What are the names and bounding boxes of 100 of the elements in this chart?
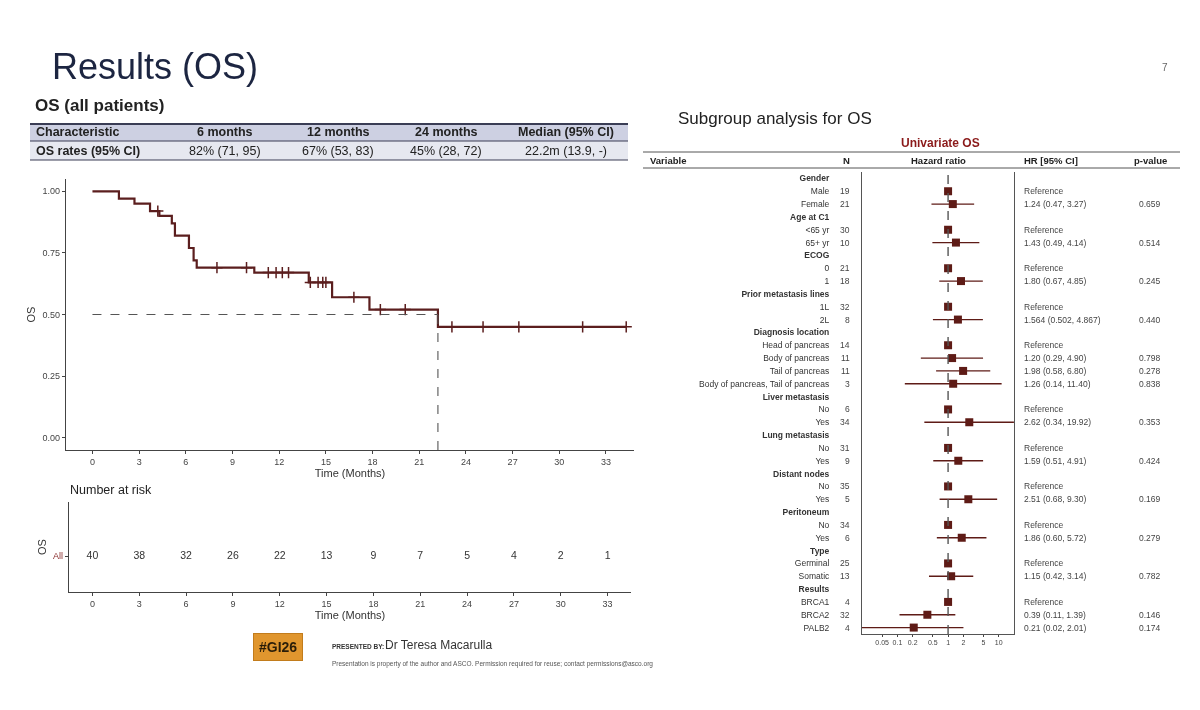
- x-tick-label: 0: [89, 598, 95, 609]
- data-label: 1.43 (0.49, 4.14): [1024, 238, 1087, 248]
- y-tick-label: Age at C1: [790, 211, 830, 222]
- x-tick-label: 6: [183, 598, 189, 609]
- x-tick-label: 9: [230, 598, 236, 609]
- data-label: 25: [840, 558, 850, 568]
- data-label: Reference: [1024, 520, 1064, 530]
- y-tick-label: ECOG: [804, 250, 830, 261]
- y-tick-label: No: [818, 404, 830, 415]
- data-label: 0.782: [1139, 571, 1161, 581]
- x-tick-label: 33: [602, 598, 613, 609]
- y-tick-label: 65+ yr: [805, 237, 830, 248]
- text: 7: [1162, 62, 1168, 73]
- data-label: Reference: [1024, 225, 1064, 235]
- data-label: 0.279: [1139, 533, 1161, 543]
- data-label: 13: [840, 571, 850, 581]
- y-tick-label: Prior metastasis lines: [741, 288, 830, 299]
- x-tick-label: 30: [554, 456, 565, 467]
- data-label: 35: [840, 481, 850, 491]
- y-tick-label: PALB2: [803, 622, 830, 633]
- data-label: 8: [845, 315, 850, 325]
- x-tick-label: 6: [183, 456, 189, 467]
- data-label: 1.86 (0.60, 5.72): [1024, 533, 1087, 543]
- y-tick-label: Liver metastasis: [762, 391, 830, 402]
- data-label: 0.440: [1139, 315, 1161, 325]
- data-label: 5: [464, 548, 471, 561]
- data-label: 1.59 (0.51, 4.91): [1024, 456, 1087, 466]
- y-tick-label: Germinal: [794, 558, 830, 569]
- data-label: 1: [604, 548, 611, 561]
- data-label: Reference: [1024, 404, 1064, 414]
- data-label: Reference: [1024, 186, 1064, 196]
- text: 24 months: [415, 125, 478, 139]
- data-label: Reference: [1024, 302, 1064, 312]
- x-tick-label: 12: [274, 456, 285, 467]
- data-label: Reference: [1024, 340, 1064, 350]
- data-label: 0.424: [1139, 456, 1161, 466]
- y-tick-label: Diagnosis location: [753, 327, 830, 338]
- y-tick-label: 1.00: [42, 186, 61, 197]
- data-label: 0.798: [1139, 353, 1161, 363]
- text: p-value: [1134, 155, 1168, 166]
- y-tick-label: Distant nodes: [773, 468, 830, 479]
- data-label: 32: [180, 548, 193, 561]
- data-label: 2.51 (0.68, 9.30): [1024, 494, 1087, 504]
- data-label: 31: [840, 443, 850, 453]
- data-label: 0.659: [1139, 199, 1161, 209]
- data-label: 4: [845, 597, 850, 607]
- y-tick-label: 1L: [819, 301, 830, 312]
- y-tick-label: 1: [824, 276, 830, 287]
- chart-subtitle: Univariate OS: [901, 136, 980, 150]
- y-tick-label: Lung metastasis: [762, 430, 830, 441]
- data-label: 34: [840, 520, 850, 530]
- y-tick-label: Yes: [815, 494, 830, 505]
- y-tick-label: 0.00: [42, 432, 61, 443]
- data-label: 30: [840, 225, 850, 235]
- chart-title: Subgroup analysis for OS: [678, 109, 872, 128]
- y-tick-label: No: [818, 442, 830, 453]
- x-tick-label: 15: [321, 598, 332, 609]
- x-tick-label: 15: [320, 456, 331, 467]
- data-label: 5: [845, 494, 850, 504]
- data-label: 1.98 (0.58, 6.80): [1024, 366, 1087, 376]
- data-label: 26: [227, 548, 239, 561]
- text: Dr Teresa Macarulla: [385, 638, 493, 652]
- x-tick-label: 9: [230, 456, 236, 467]
- data-label: 3: [845, 379, 850, 389]
- data-label: 38: [133, 548, 146, 561]
- data-label: Reference: [1024, 558, 1064, 568]
- y-tick-label: 0.25: [42, 371, 61, 382]
- data-label: 4: [511, 548, 517, 561]
- data-label: 34: [840, 417, 850, 427]
- text: N: [843, 155, 850, 166]
- y-axis-title: OS: [25, 306, 38, 323]
- y-tick-label: No: [818, 481, 830, 492]
- text: 45% (28, 72): [410, 144, 482, 158]
- x-tick-label: 0: [89, 456, 95, 467]
- data-label: 10: [840, 238, 850, 248]
- data-label: 21: [840, 263, 850, 273]
- data-label: 0.353: [1139, 417, 1161, 427]
- data-label: 6: [845, 404, 850, 414]
- data-label: 18: [840, 276, 850, 286]
- data-label: 22: [273, 548, 286, 561]
- text: Median (95% CI): [518, 125, 614, 139]
- x-tick-label: 24: [462, 598, 473, 609]
- y-tick-label: Yes: [815, 532, 830, 543]
- y-tick-label: 2L: [819, 314, 830, 325]
- data-label: 7: [417, 548, 424, 561]
- data-label: Reference: [1024, 481, 1064, 491]
- data-label: 6: [845, 533, 850, 543]
- data-label: 4: [845, 623, 850, 633]
- x-tick-label: 24: [460, 456, 471, 467]
- x-tick-label: 33: [600, 456, 611, 467]
- x-axis-title: Time (Months): [314, 466, 386, 479]
- data-label: 32: [840, 302, 850, 312]
- y-tick-label: All: [53, 551, 64, 562]
- data-label: Reference: [1024, 597, 1064, 607]
- y-tick-label: <65 yr: [805, 224, 830, 235]
- data-label: 2.62 (0.34, 19.92): [1024, 417, 1092, 427]
- chart-title: Number at risk: [70, 483, 153, 497]
- data-label: 32: [840, 610, 850, 620]
- data-label: 1.24 (0.47, 3.27): [1024, 199, 1087, 209]
- y-tick-label: Type: [810, 545, 830, 556]
